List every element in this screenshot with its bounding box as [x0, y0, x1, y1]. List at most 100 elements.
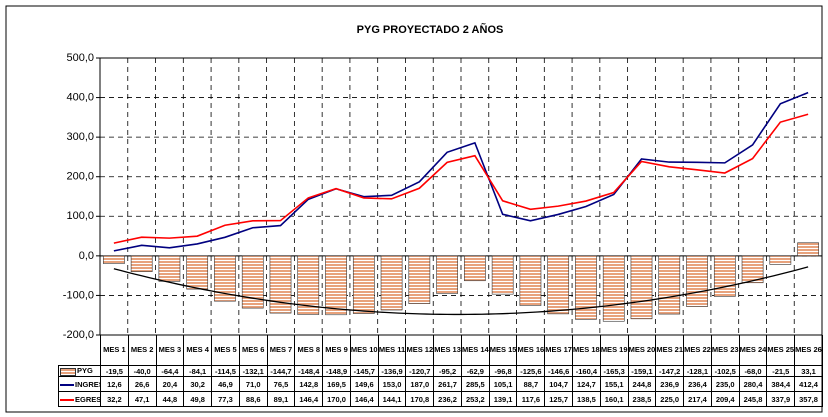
- value-cell: 26,6: [127, 376, 157, 392]
- value-cell: -136,9: [377, 365, 407, 377]
- value-cell: 20,4: [155, 376, 185, 392]
- value-cell: -95,2: [433, 365, 462, 377]
- category-label: MES 18: [572, 335, 601, 366]
- bar: [658, 255, 681, 315]
- value-cell: 412,4: [794, 376, 823, 392]
- value-cell: 169,5: [322, 376, 351, 392]
- bar: [713, 255, 736, 297]
- value-cell: 142,8: [294, 376, 324, 392]
- bar: [408, 255, 431, 304]
- category-label: MES 26: [794, 335, 823, 366]
- category-label: MES 1: [100, 335, 129, 366]
- value-cell: 44,8: [155, 391, 185, 407]
- value-cell: -128,1: [683, 365, 712, 377]
- value-cell: 170,0: [322, 391, 351, 407]
- value-cell: 153,0: [377, 376, 407, 392]
- value-cell: 187,0: [405, 376, 435, 392]
- value-cell: -165,3: [599, 365, 629, 377]
- value-cell: 280,4: [738, 376, 768, 392]
- value-cell: 285,5: [460, 376, 490, 392]
- category-label: MES 14: [460, 335, 490, 366]
- value-cell: 105,1: [488, 376, 518, 392]
- bar: [575, 255, 597, 320]
- legend-cell: INGRESOS: [58, 376, 101, 392]
- bar: [630, 255, 653, 320]
- y-tick-label: 300,0: [66, 131, 94, 143]
- value-cell: 357,8: [794, 391, 823, 407]
- value-cell: -68,0: [738, 365, 768, 377]
- table-header-row: MES 1 MES 2 MES 3 MES 4 MES 5 MES 6 MES 7 MES 8…: [59, 335, 823, 366]
- value-cell: 209,4: [710, 391, 740, 407]
- value-cell: 139,1: [488, 391, 518, 407]
- value-cell: 149,6: [349, 376, 379, 392]
- value-cell: -159,1: [627, 365, 657, 377]
- value-cell: -132,1: [238, 365, 268, 377]
- bar: [741, 255, 764, 284]
- category-label: MES 4: [183, 335, 213, 366]
- value-cell: 47,1: [127, 391, 157, 407]
- value-cell: 104,7: [544, 376, 574, 392]
- value-cell: 160,1: [599, 391, 629, 407]
- category-label: MES 13: [433, 335, 462, 366]
- value-cell: -148,4: [294, 365, 324, 377]
- category-label: MES 11: [377, 335, 407, 366]
- category-label: MES 23: [710, 335, 740, 366]
- value-cell: -146,6: [544, 365, 574, 377]
- category-label: MES 21: [655, 335, 685, 366]
- trendline: [113, 266, 809, 316]
- y-tick-label: 200,0: [66, 171, 94, 183]
- value-cell: 146,4: [349, 391, 379, 407]
- value-cell: -64,4: [155, 365, 185, 377]
- bar: [686, 255, 708, 307]
- bar: [158, 255, 181, 282]
- category-label: MES 6: [238, 335, 268, 366]
- data-table: MES 1 MES 2 MES 3 MES 4 MES 5 MES 6 MES 7 MES 8…: [58, 335, 823, 407]
- value-cell: 245,8: [738, 391, 768, 407]
- value-cell: -96,8: [488, 365, 518, 377]
- chart-title: PYG PROYECTADO 2 AÑOS: [357, 23, 504, 36]
- value-cell: 89,1: [266, 391, 296, 407]
- value-cell: -145,7: [349, 365, 379, 377]
- legend-swatch: [60, 367, 76, 376]
- value-cell: 76,5: [266, 376, 296, 392]
- y-tick-label: 400,0: [66, 91, 94, 103]
- category-label: MES 25: [766, 335, 796, 366]
- value-cell: -148,9: [322, 365, 351, 377]
- bar: [269, 255, 292, 314]
- bar: [519, 255, 542, 306]
- bar: [214, 255, 236, 302]
- category-label: MES 2: [127, 335, 157, 366]
- category-label: MES 22: [683, 335, 712, 366]
- y-tick-label: 500,0: [66, 52, 94, 64]
- value-cell: 12,6: [100, 376, 129, 392]
- value-cell: 217,4: [683, 391, 712, 407]
- bar: [352, 255, 375, 314]
- category-label: MES 5: [211, 335, 240, 366]
- value-cell: -147,2: [655, 365, 685, 377]
- value-cell: 253,2: [460, 391, 490, 407]
- value-cell: 71,0: [238, 376, 268, 392]
- category-label: MES 16: [516, 335, 546, 366]
- value-cell: -102,5: [710, 365, 740, 377]
- legend-swatch: [60, 383, 74, 386]
- y-tick-label: 0,0: [79, 250, 94, 262]
- legend-label: EGRESOS: [75, 394, 101, 404]
- value-cell: 236,4: [683, 376, 712, 392]
- value-cell: -144,7: [266, 365, 296, 377]
- y-tick-label: -200,0: [63, 329, 94, 341]
- value-cell: 125,7: [544, 391, 574, 407]
- bar: [380, 255, 403, 311]
- bar: [436, 255, 458, 294]
- bar: [103, 255, 125, 264]
- value-cell: 384,4: [766, 376, 796, 392]
- bar: [797, 242, 819, 257]
- value-cell: -40,0: [127, 365, 157, 377]
- legend-cell: PYG: [58, 365, 101, 377]
- value-cell: -21,5: [766, 365, 796, 377]
- value-cell: 30,2: [183, 376, 213, 392]
- bar: [491, 255, 514, 295]
- value-cell: -114,5: [211, 365, 240, 377]
- value-cell: -160,4: [572, 365, 601, 377]
- category-label: MES 15: [488, 335, 518, 366]
